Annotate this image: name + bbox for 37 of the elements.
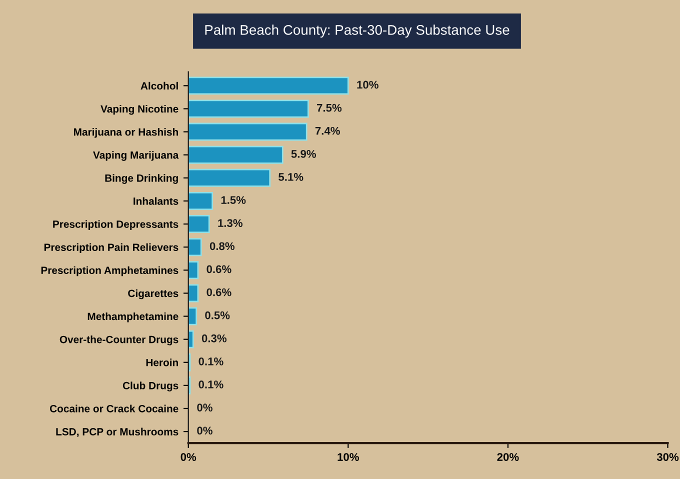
data-label: 5.9% — [291, 150, 316, 158]
data-label: 1.3% — [218, 219, 242, 228]
y-tick-label: Methamphetamine — [88, 312, 178, 322]
x-tick-label: 0% — [180, 453, 196, 461]
data-label: 5.1% — [278, 173, 304, 181]
data-label: 0.1% — [198, 357, 224, 366]
y-tick-label: Heroin — [146, 358, 178, 366]
data-label: 10% — [357, 80, 378, 89]
data-label: 0% — [197, 404, 212, 412]
data-label: 0.8% — [210, 242, 235, 250]
y-tick-label: Prescription Amphetamines — [41, 266, 178, 276]
y-tick-label: LSD, PCP or Mushrooms — [56, 428, 178, 437]
data-label: 0% — [197, 426, 212, 435]
data-label: 7.4% — [315, 126, 340, 135]
y-tick-label: Binge Drinking — [105, 174, 178, 184]
y-tick-label: Vaping Nicotine — [100, 104, 178, 115]
y-tick-label: Cocaine or Crack Cocaine — [50, 404, 178, 412]
y-tick-label: Prescription Pain Relievers — [44, 243, 178, 254]
y-tick-label: Club Drugs — [122, 382, 178, 392]
data-label: 0.6% — [206, 288, 232, 296]
y-tick-label: Vaping Marijuana — [93, 151, 179, 161]
data-label: 0.3% — [202, 334, 227, 342]
data-label: 0.6% — [206, 265, 232, 274]
x-tick-label: 10% — [338, 453, 359, 461]
y-tick-label: Cigarettes — [128, 289, 178, 300]
x-tick-label: 20% — [497, 453, 519, 461]
x-tick-label: 30% — [656, 453, 679, 461]
y-tick-label: Alcohol — [140, 82, 178, 90]
data-label: 1.5% — [221, 196, 246, 204]
chart-title: Palm Beach County: Past-30-Day Substance Use — [205, 24, 510, 38]
data-label: 0.5% — [205, 311, 230, 320]
y-tick-label: Prescription Depressants — [53, 220, 178, 230]
y-tick-label: Marijuana or Hashish — [74, 128, 178, 138]
data-label: 0.1% — [198, 380, 224, 388]
y-tick-label: Over-the-Counter Drugs — [60, 336, 178, 346]
y-tick-label: Inhalants — [134, 197, 178, 205]
data-label: 7.5% — [317, 104, 342, 112]
